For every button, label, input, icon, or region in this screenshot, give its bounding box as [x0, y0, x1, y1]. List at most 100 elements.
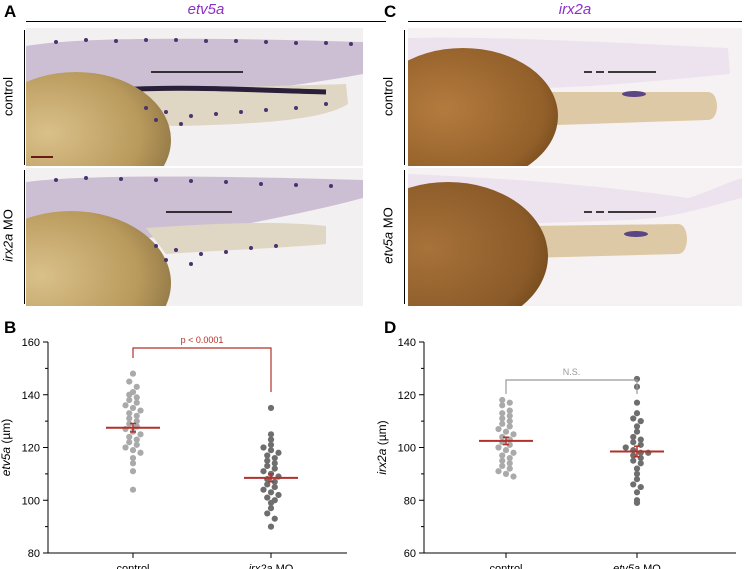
data-point: [264, 457, 271, 464]
x-category-label: control: [116, 563, 149, 569]
data-point: [633, 410, 641, 417]
panel-a-row2-label: irx2a MO: [0, 209, 16, 262]
data-point: [506, 465, 513, 472]
data-point: [264, 481, 271, 488]
data-point: [133, 394, 140, 401]
data-point: [133, 412, 140, 419]
data-point: [267, 505, 275, 512]
data-point: [267, 447, 275, 454]
data-point: [129, 454, 137, 462]
data-point: [506, 399, 513, 406]
x-category-label: control: [489, 563, 522, 569]
data-point: [622, 444, 629, 451]
data-point: [133, 399, 140, 406]
x-category-label-text: MO: [640, 563, 661, 569]
x-category-label-text: MO: [273, 563, 294, 569]
y-tick-label: 140: [398, 337, 416, 349]
data-point: [129, 370, 137, 377]
data-point: [502, 447, 510, 454]
data-point: [506, 423, 513, 430]
panel-a-row2-bar: [24, 170, 25, 304]
data-point: [502, 428, 510, 435]
y-axis-label-gene: irx2a: [376, 448, 389, 474]
data-point: [633, 476, 641, 483]
data-point: [633, 399, 641, 406]
data-point: [126, 396, 133, 404]
data-point: [499, 457, 506, 464]
y-tick-label: 100: [22, 495, 40, 507]
data-point: [271, 460, 278, 467]
y-tick-label: 80: [404, 495, 416, 507]
y-axis-label: irx2a (µm): [376, 420, 389, 474]
data-point: [126, 391, 133, 398]
data-point: [271, 483, 278, 491]
data-point: [126, 420, 133, 427]
data-point: [637, 454, 644, 462]
y-tick-label: 140: [22, 390, 40, 402]
data-point: [267, 489, 275, 496]
significance-bracket: [132, 347, 272, 392]
data-point: [637, 441, 644, 448]
data-point: [264, 452, 271, 459]
data-point: [271, 465, 278, 472]
x-category-label: etv5a MO: [613, 563, 661, 569]
x-category-label-gene: etv5a: [613, 563, 640, 569]
data-point: [129, 404, 137, 412]
micrograph-irx2a-etv5a-mo: [408, 168, 742, 306]
significance-label: p < 0.0001: [181, 335, 224, 345]
data-point: [499, 452, 506, 459]
data-point: [633, 423, 641, 430]
y-axis-label-gene: etv5a: [0, 447, 13, 477]
y-tick-label: 100: [398, 443, 416, 455]
data-point: [499, 420, 506, 427]
panel-c-row2-label: etv5a MO: [380, 207, 396, 264]
data-point: [126, 378, 133, 385]
data-point: [267, 499, 275, 506]
data-point: [499, 433, 506, 441]
data-point: [630, 439, 637, 446]
data-point: [129, 468, 137, 475]
data-point: [502, 470, 510, 477]
significance-bracket: [505, 379, 638, 394]
panel-a-gene-title: etv5a: [187, 1, 225, 18]
x-category-label-text: control: [489, 563, 522, 569]
panel-c-row1-bar: [404, 30, 405, 165]
scatter-chart-etv5a: 80 100 120 140 160 etv5a (µm) control irx2a MO p…: [0, 335, 347, 569]
data-point: [275, 491, 282, 499]
etv5a-stain-dots: [54, 38, 353, 126]
data-point: [126, 415, 133, 422]
data-point: [630, 433, 637, 441]
data-point: [630, 415, 637, 422]
data-point: [630, 457, 637, 464]
data-point: [499, 415, 506, 422]
x-category-label-gene: irx2a: [249, 563, 273, 569]
data-point: [137, 449, 144, 456]
data-point: [122, 444, 129, 451]
data-point: [499, 410, 506, 417]
micrograph-etv5a-irx2a-mo: [26, 168, 363, 306]
y-axis-label: etv5a (µm): [0, 419, 13, 477]
panel-c-title-rule: [408, 21, 742, 22]
data-point: [137, 431, 144, 438]
scatter-chart-irx2a: 60 80 100 120 140 irx2a (µm) control etv5a MO N.…: [376, 337, 736, 569]
data-point: [122, 402, 129, 409]
data-point: [133, 436, 140, 443]
data-point: [506, 441, 513, 448]
data-point: [133, 441, 140, 448]
data-point: [264, 510, 271, 517]
data-point: [506, 418, 513, 425]
data-point: [260, 444, 267, 451]
data-point: [129, 486, 137, 493]
data-point: [510, 449, 517, 456]
panel-c-gene-title: irx2a: [558, 1, 592, 18]
panel-a-title-rule: [26, 21, 386, 22]
panel-a-row1-label: control: [0, 76, 16, 117]
micrograph-etv5a-control: [26, 28, 363, 166]
data-point: [495, 425, 502, 433]
panel-letter-b: B: [4, 318, 17, 337]
data-point: [499, 462, 506, 470]
data-point: [637, 460, 644, 467]
data-point: [133, 418, 140, 425]
data-point: [267, 523, 275, 530]
y-axis-label-unit: (µm): [376, 420, 389, 448]
